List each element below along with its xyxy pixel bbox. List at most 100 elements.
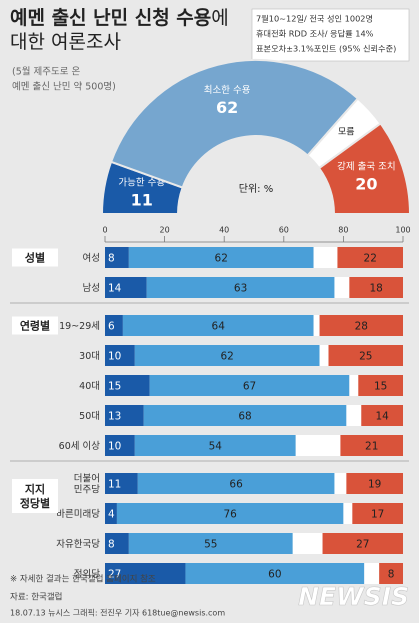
bar-value-label: 13 [108, 411, 121, 423]
bar-value-label: 27 [108, 569, 121, 581]
bar-value-label: 67 [243, 381, 256, 393]
title-segment: 대한 여론조사 [10, 31, 121, 53]
footer-credit: 18.07.13 뉴시스 그래픽: 전진우 기자 618tue@newsis.c… [10, 608, 225, 618]
bar-segment [149, 375, 350, 396]
row-label: 더불어 [74, 474, 100, 485]
bar-value-label: 17 [371, 509, 384, 521]
bar-segment [334, 277, 350, 298]
bar-segment [105, 473, 138, 494]
bar-segment [128, 247, 314, 268]
bar-segment [337, 247, 403, 268]
bar-value-label: 6 [108, 321, 115, 333]
subtitle-line: (5월 제주도로 온 [12, 66, 80, 78]
group-label-box [12, 316, 58, 335]
bar-segment [364, 563, 380, 584]
survey-info-line: 표본오차±3.1%포인트 (95% 신뢰수준) [256, 44, 396, 54]
bar-value-label: 54 [209, 441, 223, 453]
bar-segment [105, 375, 150, 396]
group-label: 연령별 [20, 319, 50, 333]
bar-segment [122, 315, 314, 336]
bar-segment [349, 375, 359, 396]
bar-value-label: 18 [369, 283, 382, 295]
group-label: 성별 [25, 251, 45, 265]
bar-segment [143, 405, 347, 426]
bar-segment [349, 277, 403, 298]
bar-segment [292, 533, 323, 554]
bar-value-label: 28 [355, 321, 368, 333]
bar-segment [319, 345, 329, 366]
row-label: 50대 [79, 411, 100, 422]
group-label: 정당별 [20, 496, 50, 510]
row-label: 19~29세 [59, 321, 100, 332]
donut-slice-label: 가능한 수용 [118, 178, 165, 189]
row-label: 30대 [79, 351, 100, 362]
bar-segment [128, 533, 293, 554]
donut-slice-value: 20 [355, 175, 377, 194]
row-label: 40대 [79, 381, 100, 392]
bar-value-label: 4 [108, 509, 115, 521]
bar-value-label: 62 [220, 351, 233, 363]
footer-note: ※ 자세한 결과는 한국갤럽 홈페이지 참조 [10, 574, 156, 585]
group-label-box [12, 479, 58, 513]
row-label: 정의당 [74, 569, 100, 580]
bar-segment [105, 533, 129, 554]
bar-segment [313, 315, 320, 336]
bar-segment [105, 315, 123, 336]
bar-segment [313, 247, 338, 268]
bar-value-label: 8 [108, 539, 115, 551]
bar-value-label: 14 [108, 283, 122, 295]
bar-value-label: 21 [365, 441, 378, 453]
bar-segment [322, 533, 403, 554]
bar-segment [116, 503, 344, 524]
survey-info-line: 휴대전화 RDD 조사/ 응답률 14% [256, 29, 374, 39]
donut-slice-label: 최소한 수용 [204, 85, 251, 96]
donut-slice-label: 모름 [338, 126, 355, 137]
axis-tick-label: 40 [219, 226, 229, 235]
axis-tick-label: 80 [338, 226, 348, 235]
footer-source: 자료: 한국갤럽 [10, 592, 63, 603]
bar-value-label: 10 [108, 351, 121, 363]
donut-slice-value: 62 [216, 98, 238, 117]
row-label: 여성 [83, 252, 100, 264]
bar-segment [105, 247, 129, 268]
bar-value-label: 64 [212, 321, 226, 333]
bar-value-label: 22 [364, 253, 377, 265]
bar-segment [105, 277, 147, 298]
donut-slice-label: 강제 출국 조치 [337, 161, 395, 173]
row-label: 민주당 [74, 485, 100, 496]
bar-segment [105, 435, 135, 456]
bar-segment [146, 277, 335, 298]
bar-segment [379, 563, 403, 584]
title-segment: 예멘 출신 난민 신청 수용 [10, 7, 211, 29]
row-label: 남성 [83, 283, 100, 294]
bar-segment [346, 405, 362, 426]
axis-tick-label: 100 [395, 226, 410, 235]
bar-segment [105, 345, 135, 366]
bar-value-label: 27 [356, 539, 369, 551]
row-label: 바른미래당 [56, 509, 100, 520]
unit-label: 단위: % [239, 182, 273, 195]
bar-segment [346, 473, 403, 494]
axis-tick-label: 20 [160, 226, 170, 235]
group-label-box [12, 248, 58, 267]
bar-value-label: 11 [108, 479, 121, 491]
bar-value-label: 14 [375, 411, 389, 423]
bar-segment [105, 503, 117, 524]
bar-segment [352, 503, 403, 524]
survey-info-box [251, 8, 410, 62]
bar-segment [185, 563, 365, 584]
bar-segment [134, 345, 320, 366]
bar-value-label: 15 [374, 381, 387, 393]
title-segment: 에 [211, 7, 228, 29]
bar-segment [343, 503, 353, 524]
bar-value-label: 8 [108, 253, 115, 265]
axis-tick-label: 60 [279, 226, 289, 235]
bar-segment [361, 405, 403, 426]
donut-slice [317, 122, 412, 215]
bar-value-label: 10 [108, 441, 121, 453]
bar-segment [334, 473, 347, 494]
